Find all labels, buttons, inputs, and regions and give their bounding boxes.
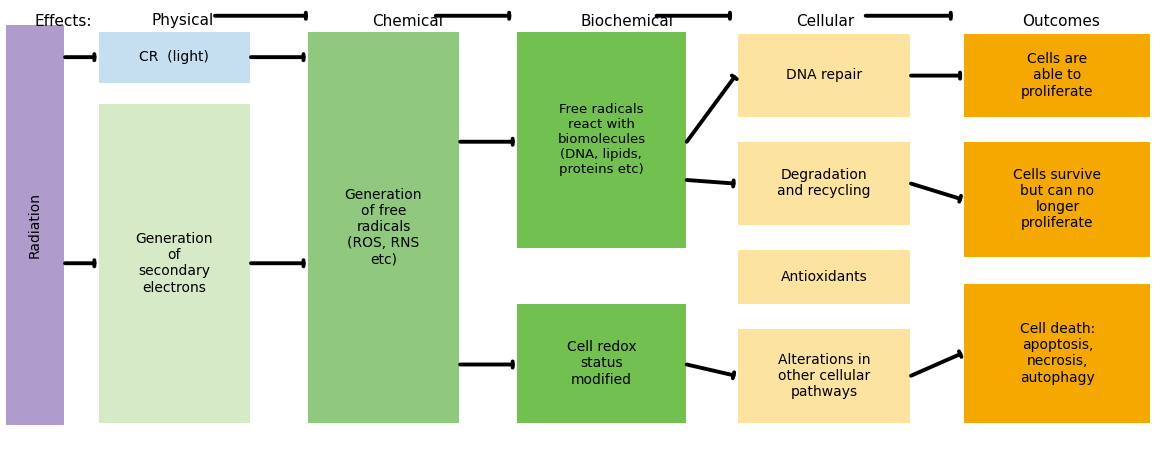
FancyBboxPatch shape — [517, 32, 686, 248]
Text: Physical: Physical — [151, 14, 214, 28]
FancyBboxPatch shape — [99, 104, 250, 423]
Text: Outcomes: Outcomes — [1023, 14, 1100, 28]
Text: Biochemical: Biochemical — [581, 14, 674, 28]
Text: Generation
of
secondary
electrons: Generation of secondary electrons — [136, 232, 213, 295]
FancyBboxPatch shape — [738, 142, 910, 225]
Text: Cells survive
but can no
longer
proliferate: Cells survive but can no longer prolifer… — [1013, 168, 1102, 230]
FancyBboxPatch shape — [6, 25, 64, 425]
FancyBboxPatch shape — [738, 328, 910, 423]
FancyBboxPatch shape — [517, 304, 686, 423]
Text: Cell death:
apoptosis,
necrosis,
autophagy: Cell death: apoptosis, necrosis, autopha… — [1020, 322, 1095, 385]
FancyBboxPatch shape — [964, 34, 1150, 117]
FancyBboxPatch shape — [738, 250, 910, 304]
Text: Cellular: Cellular — [796, 14, 854, 28]
Text: Alterations in
other cellular
pathways: Alterations in other cellular pathways — [777, 352, 870, 399]
Text: Radiation: Radiation — [28, 192, 42, 258]
Text: DNA repair: DNA repair — [786, 68, 862, 82]
Text: Generation
of free
radicals
(ROS, RNS
etc): Generation of free radicals (ROS, RNS et… — [345, 188, 422, 267]
Text: Chemical: Chemical — [372, 14, 443, 28]
FancyBboxPatch shape — [308, 32, 459, 423]
FancyBboxPatch shape — [964, 284, 1150, 423]
Text: Effects:: Effects: — [35, 14, 92, 28]
Text: Degradation
and recycling: Degradation and recycling — [777, 168, 870, 198]
FancyBboxPatch shape — [99, 32, 250, 83]
Text: CR  (light): CR (light) — [139, 50, 209, 64]
Text: Cells are
able to
proliferate: Cells are able to proliferate — [1021, 52, 1093, 99]
FancyBboxPatch shape — [964, 142, 1150, 256]
Text: Antioxidants: Antioxidants — [781, 270, 867, 284]
Text: Free radicals
react with
biomolecules
(DNA, lipids,
proteins etc): Free radicals react with biomolecules (D… — [558, 103, 645, 176]
FancyBboxPatch shape — [738, 34, 910, 117]
Text: Cell redox
status
modified: Cell redox status modified — [567, 340, 636, 387]
